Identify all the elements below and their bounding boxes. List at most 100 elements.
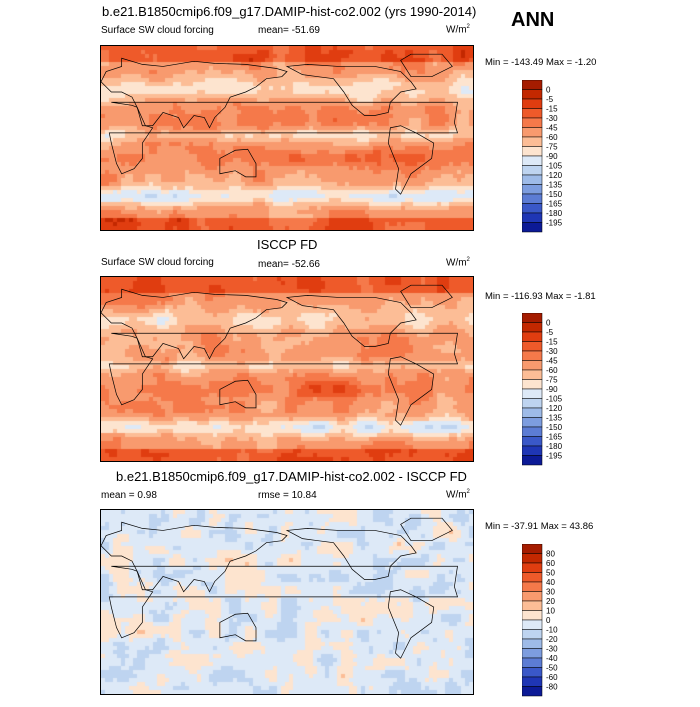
colorbar-swatch [521,331,543,342]
colorbar-tick-label: -40 [546,654,558,663]
colorbar-tick-label: -135 [546,414,563,423]
continent-outline [219,148,257,178]
colorbar-swatch [521,184,543,195]
colorbar-swatch [521,436,543,447]
colorbar-tick-label: -180 [546,209,563,218]
colorbar-swatch [521,426,543,437]
panel-1-mean-label: mean= -51.69 [258,25,320,36]
colorbar-tick-label: -75 [546,143,558,152]
continent-outline [387,125,435,195]
colorbar-tick-label: 60 [546,559,555,568]
colorbar-swatch [521,543,543,554]
panel-2-variable-label: Surface SW cloud forcing [101,257,214,268]
panel-3-units: W/m2 [446,489,470,501]
colorbar-swatch [521,591,543,602]
colorbar-tick-label: -15 [546,105,558,114]
colorbar-swatch [521,322,543,333]
colorbar-tick-label: -30 [546,347,558,356]
colorbar-swatch [521,445,543,456]
colorbar-tick-label: -60 [546,133,558,142]
colorbar-swatch [521,417,543,428]
panel-3-minmax: Min = -37.91 Max = 43.86 [485,521,594,532]
colorbar-swatch [521,676,543,687]
colorbar-swatch [521,455,543,466]
continent-outline [400,517,453,542]
colorbar-tick-label: -195 [546,219,563,228]
colorbar-tick-label: -150 [546,423,563,432]
continent-outline [285,528,417,580]
colorbar-swatch [521,619,543,630]
colorbar-swatch [521,174,543,185]
continent-outline [285,64,417,116]
colorbar-swatch [521,398,543,409]
panel-3-title: b.e21.B1850cmip6.f09_g17.DAMIP-hist-co2.… [116,469,467,484]
colorbar-tick-label: 40 [546,578,555,587]
colorbar-swatch [521,203,543,214]
colorbar-tick-label: 20 [546,597,555,606]
colorbar-swatch [521,686,543,697]
panel-1-minmax: Min = -143.49 Max = -1.20 [485,57,597,68]
panel-1-colorbar: 0 -5 -15 -30 -45 -60 -75 -90 -105 -120 -135 -150 -16… [521,79,592,243]
colorbar-tick-label: -5 [546,95,554,104]
panel-2-units: W/m2 [446,257,470,269]
colorbar-tick-label: -45 [546,124,558,133]
panel-2-mean-label: mean= -52.66 [258,259,320,270]
colorbar-tick-label: -30 [546,645,558,654]
colorbar-tick-label: -165 [546,433,563,442]
colorbar-tick-label: -75 [546,376,558,385]
continent-outline [400,284,453,309]
colorbar-tick-label: -10 [546,626,558,635]
colorbar-swatch [521,127,543,138]
colorbar-swatch [521,98,543,109]
continent-outline [400,53,453,78]
colorbar-swatch [521,222,543,233]
colorbar-tick-label: -90 [546,385,558,394]
colorbar-tick-label: -165 [546,200,563,209]
colorbar-swatch [521,629,543,640]
season-label: ANN [511,9,555,31]
continent-outline [387,589,435,659]
colorbar-tick-label: -80 [546,683,558,692]
colorbar-tick-label: -5 [546,328,554,337]
colorbar-swatch [521,610,543,621]
colorbar-tick-label: 50 [546,569,555,578]
colorbar-swatch [521,312,543,323]
continent-outline [108,101,458,175]
colorbar-tick-label: -50 [546,664,558,673]
colorbar-swatch [521,600,543,611]
panel-3-map [100,509,474,695]
continent-outline [101,288,288,360]
colorbar-swatch [521,407,543,418]
colorbar-swatch [521,379,543,390]
continent-outline [219,612,257,642]
colorbar-swatch [521,341,543,352]
continent-outline [285,295,417,347]
colorbar-swatch [521,165,543,176]
colorbar-tick-label: 30 [546,588,555,597]
coastline-overlay [101,284,458,426]
panel-3-colorbar: 80 60 50 40 30 20 10 0 -10 -20 -30 -40 -50 -60 -80 [521,543,592,707]
colorbar-swatch [521,657,543,668]
panel-1-title: b.e21.B1850cmip6.f09_g17.DAMIP-hist-co2.… [102,4,477,19]
colorbar-swatch [521,79,543,90]
colorbar-swatch [521,350,543,361]
colorbar-swatch [521,638,543,649]
colorbar-tick-label: -105 [546,162,563,171]
colorbar-swatch [521,369,543,380]
colorbar-swatch [521,667,543,678]
colorbar-swatch [521,108,543,119]
coastline-overlay [101,53,458,195]
continent-outline [101,521,288,593]
colorbar-swatch [521,572,543,583]
colorbar-tick-label: -15 [546,338,558,347]
panel-2-title: ISCCP FD [257,237,318,252]
panel-1-units: W/m2 [446,24,470,36]
colorbar-swatch [521,146,543,157]
colorbar-swatch [521,388,543,399]
colorbar-tick-label: -120 [546,171,563,180]
colorbar-tick-label: -45 [546,357,558,366]
continent-outline [219,379,257,409]
colorbar-tick-label: 80 [546,550,555,559]
continent-outline [387,356,435,426]
